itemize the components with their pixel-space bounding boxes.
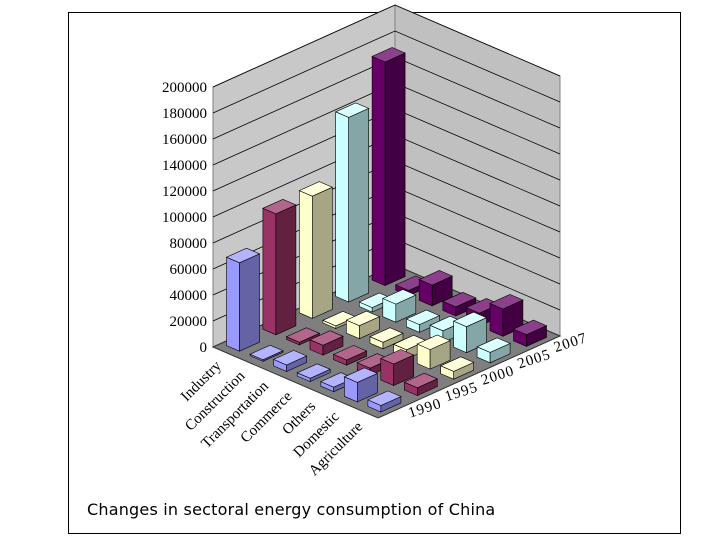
bar-top-face: [249, 344, 284, 361]
bar: [439, 356, 475, 380]
bar: [382, 289, 417, 323]
bar-top-face: [309, 330, 344, 346]
bar: [405, 309, 441, 333]
bar: [512, 319, 548, 347]
bar-side-face: [275, 204, 297, 336]
bar-top-face: [405, 309, 441, 325]
bar-side-face: [384, 52, 406, 287]
bar: [369, 327, 404, 350]
bar-top-face: [343, 367, 379, 383]
bar: [285, 327, 321, 346]
bar-top-face: [272, 350, 308, 366]
y-tick-label: 40000: [170, 288, 208, 304]
bar-top-face: [345, 310, 381, 327]
bar: [343, 367, 379, 403]
bar-front-face: [262, 207, 277, 336]
y-tick-label: 120000: [162, 184, 207, 200]
bar-top-face: [298, 181, 334, 197]
bar: [249, 344, 284, 362]
bar-front-face: [335, 111, 350, 303]
bar-top-face: [262, 198, 297, 215]
y-tick-label: 200000: [162, 80, 207, 96]
bar-front-face: [226, 256, 240, 352]
bars: [225, 47, 548, 413]
y-tick-label: 100000: [162, 210, 207, 226]
bar-top-face: [332, 345, 368, 361]
bar-front-face: [371, 55, 386, 287]
bar-front-face: [298, 190, 313, 319]
y-tick-label: 80000: [170, 236, 208, 252]
bar-top-face: [416, 334, 451, 350]
bar-top-face: [476, 337, 511, 353]
chart-caption: Changes in sectoral energy consumption o…: [87, 500, 496, 519]
bar: [452, 311, 488, 354]
bar: [476, 337, 511, 364]
bar-top-face: [403, 372, 439, 389]
bar: [367, 390, 402, 413]
y-tick-label: 60000: [170, 262, 208, 278]
bar: [309, 330, 344, 356]
bar-top-face: [285, 327, 321, 343]
gridline: [212, 4, 561, 88]
bar: [298, 181, 334, 319]
bar-top-face: [369, 327, 404, 343]
bar: [416, 334, 451, 370]
bar-top-face: [418, 270, 453, 286]
bar: [334, 102, 370, 303]
y-tick-label: 180000: [162, 106, 207, 122]
bar-side-face: [311, 186, 333, 319]
bar-top-face: [382, 289, 417, 305]
bar-top-face: [489, 294, 524, 310]
bar-side-face: [239, 253, 260, 352]
bar-top-face: [225, 247, 261, 264]
bar: [442, 291, 477, 317]
y-tick-label: 20000: [170, 314, 208, 330]
bar-top-face: [296, 363, 331, 379]
bar-top-face: [367, 390, 402, 406]
bar: [418, 270, 453, 307]
bar: [296, 363, 331, 383]
bar: [345, 310, 381, 340]
bar: [262, 198, 297, 336]
bar-top-face: [371, 47, 406, 63]
bar: [403, 372, 439, 397]
bar: [332, 345, 368, 366]
bar-top-face: [334, 102, 370, 118]
bar: [272, 350, 308, 372]
bar: [371, 47, 406, 287]
y-tick-label: 140000: [162, 158, 207, 174]
y-tick-label: 160000: [162, 132, 207, 148]
bar: [380, 349, 415, 386]
bar-top-face: [380, 349, 415, 365]
y-axis-ticks: 0 20000 40000 60000 80000 100000 120000 140000 1…: [162, 80, 207, 356]
bar-side-face: [348, 107, 370, 303]
bar-top-face: [452, 311, 488, 328]
bar: [225, 247, 261, 352]
y-tick-label: 0: [200, 340, 208, 356]
bar-top-face: [442, 291, 477, 308]
bar-top-face: [439, 356, 475, 372]
bar-top-face: [512, 319, 548, 336]
gridline: [212, 30, 561, 114]
